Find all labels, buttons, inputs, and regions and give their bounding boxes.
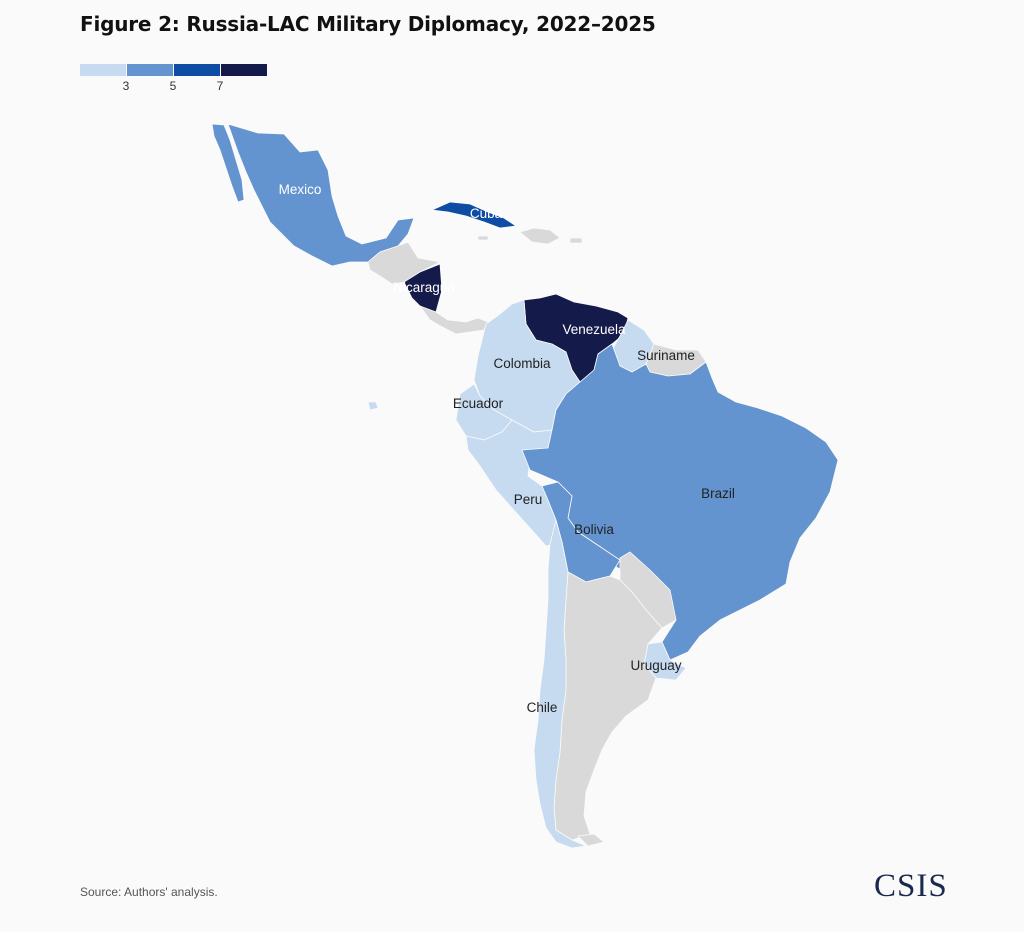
label-cuba: Cuba: [470, 206, 503, 221]
region-puerto-rico: [569, 237, 583, 244]
label-venezuela: Venezuela: [562, 322, 626, 337]
region-hispaniola: [519, 227, 561, 245]
region-central-america-south: [419, 305, 489, 335]
label-ecuador: Ecuador: [453, 396, 504, 411]
region-argentina: [553, 571, 663, 841]
label-bolivia: Bolivia: [574, 522, 614, 537]
legend-tick-5: 5: [169, 79, 177, 93]
label-colombia: Colombia: [493, 356, 551, 371]
label-brazil: Brazil: [701, 486, 735, 501]
region-mexico: [227, 123, 415, 267]
label-suriname: Suriname: [637, 348, 695, 363]
legend-color-bar: [80, 64, 268, 76]
label-uruguay: Uruguay: [630, 658, 681, 673]
figure-title: Figure 2: Russia-LAC Military Diplomacy,…: [80, 12, 656, 36]
label-mexico: Mexico: [279, 182, 322, 197]
region-central-america-north: [367, 241, 441, 285]
csis-logo: CSIS: [874, 868, 948, 904]
label-nicaragua: Nicaragua: [393, 280, 455, 295]
legend-swatch-3: [174, 64, 220, 76]
region-jamaica: [477, 235, 489, 241]
color-legend: 3 5 7: [80, 64, 268, 94]
region-cuba: [431, 201, 517, 229]
region-baja-california: [211, 123, 245, 203]
label-peru: Peru: [514, 492, 543, 507]
legend-tick-7: 7: [216, 79, 224, 93]
legend-swatch-2: [127, 64, 173, 76]
legend-ticks: 3 5 7: [80, 76, 268, 94]
label-chile: Chile: [527, 700, 558, 715]
source-note: Source: Authors' analysis.: [80, 885, 218, 899]
legend-tick-3: 3: [122, 79, 130, 93]
region-galapagos: [367, 401, 379, 411]
region-chile: [533, 519, 587, 849]
region-nicaragua: [403, 263, 443, 313]
legend-swatch-1: [80, 64, 126, 76]
region-peru: [465, 419, 563, 547]
region-tierra-del-fuego: [577, 833, 605, 847]
legend-swatch-4: [221, 64, 267, 76]
